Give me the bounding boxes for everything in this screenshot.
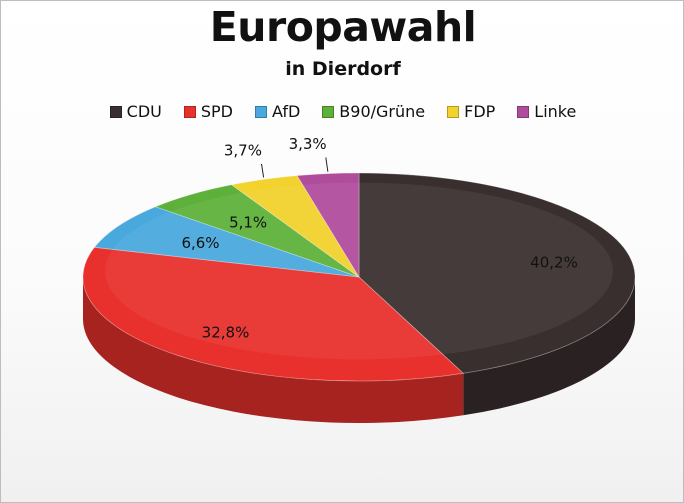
pie-slice-linke [296, 172, 360, 279]
legend-swatch [517, 105, 530, 118]
data-label-cdu: 40,2% [530, 254, 578, 272]
legend-item-fdp: FDP [447, 102, 495, 121]
pie-data-labels: 40,2% 32,8% 6,6% 5,1% 3,7% 3,3% [181, 135, 577, 342]
legend-swatch [322, 105, 335, 118]
legend-swatch [254, 105, 267, 118]
legend-item-afd: AfD [254, 102, 301, 121]
legend-swatch [183, 105, 196, 118]
legend-label: FDP [464, 102, 496, 121]
chart-legend: CDU SPD AfD B90/Grüne FDP Linke [1, 102, 683, 121]
legend-swatch [109, 105, 122, 118]
legend-item-b90-gr-ne: B90/Grüne [322, 102, 425, 121]
legend-label: B90/Grüne [339, 102, 426, 121]
pie-side-cdu [463, 277, 635, 416]
data-label-linke: 3,3% [289, 135, 327, 153]
pie-slice-fdp [230, 175, 360, 278]
data-label-afd: 6,6% [181, 234, 219, 252]
legend-item-spd: SPD [183, 102, 233, 121]
pie-slice-cdu [358, 172, 636, 374]
legend-label: CDU [126, 102, 162, 121]
data-label-fdp: 3,7% [224, 142, 262, 160]
pie-slices [82, 172, 636, 382]
pie-side-walls [83, 277, 635, 424]
chart-title: Europawahl [209, 3, 477, 51]
pie-slice-b90-gr-ne [154, 184, 360, 278]
data-label-fdp-leader [260, 164, 265, 178]
legend-label: Linke [534, 102, 577, 121]
pie-slice-afd [93, 206, 360, 278]
legend-label: AfD [271, 102, 301, 121]
data-label-spd: 32,8% [202, 323, 250, 341]
legend-item-cdu: CDU [109, 102, 162, 121]
data-label-linke-leader [325, 157, 329, 172]
chart-subtitle: in Dierdorf [285, 58, 401, 80]
data-label-b90-gr-ne: 5,1% [229, 214, 267, 232]
legend-label: SPD [200, 102, 233, 121]
pie-slice-spd [82, 246, 465, 382]
pie-side-spd [83, 277, 464, 424]
pie-highlight [105, 182, 613, 360]
legend-swatch [447, 105, 460, 118]
legend-item-linke: Linke [517, 102, 576, 121]
